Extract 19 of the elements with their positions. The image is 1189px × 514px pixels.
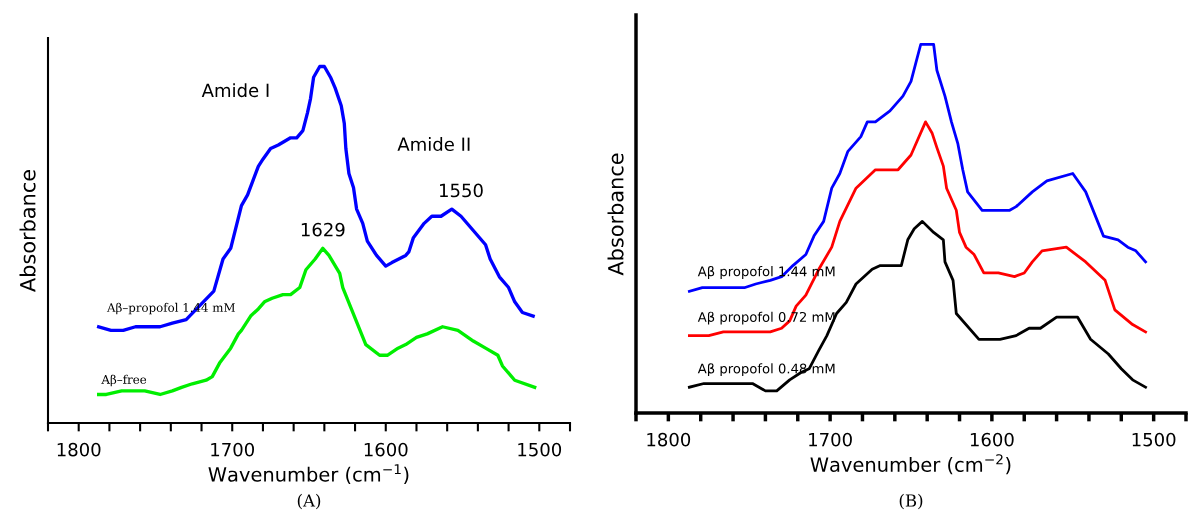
x-axis-title: Wavenumber (cm$^{−1}$) xyxy=(208,464,409,485)
x-axis-title: Wavenumber (cm$^{−2}$) xyxy=(810,454,1011,475)
annotation: Amide I xyxy=(201,83,269,98)
x-tick-label: 1800 xyxy=(647,432,691,447)
annotation: 1629 xyxy=(301,222,345,237)
text: (A) xyxy=(297,493,321,510)
x-tick-label: 1700 xyxy=(809,432,852,447)
x-tick-label: 1800 xyxy=(57,442,101,457)
annotation: 1550 xyxy=(440,183,483,198)
x-tick-label: 1600 xyxy=(364,442,408,457)
x-tick-label: 1600 xyxy=(970,432,1014,447)
y-axis-title: Absorbance xyxy=(19,170,36,292)
x-tick-label: 1700 xyxy=(211,442,255,457)
x-tick-label: 1500 xyxy=(518,442,562,457)
x-tick-label: 1500 xyxy=(1132,432,1176,447)
annotation: Amide II xyxy=(397,137,470,152)
y-axis-title: Absorbance xyxy=(607,153,624,276)
text: (B) xyxy=(899,493,923,510)
series-label: Aβ–free xyxy=(101,374,147,387)
